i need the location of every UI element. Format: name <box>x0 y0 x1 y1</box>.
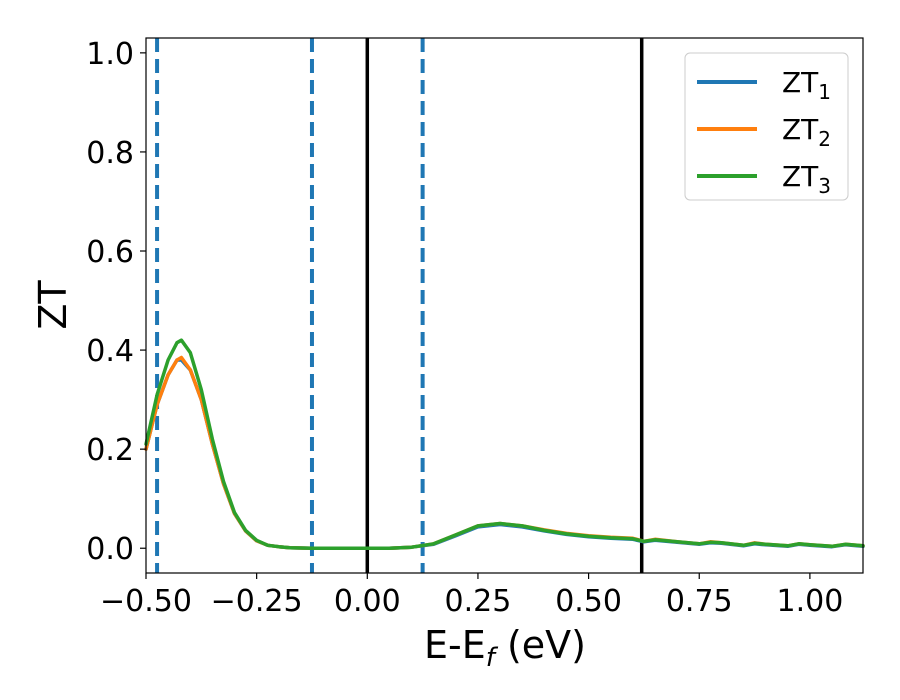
x-axis-label-main: E-E <box>424 623 486 667</box>
y-axis-label: ZT <box>31 280 75 330</box>
legend-box <box>684 52 849 201</box>
y-tick-label: 0.6 <box>86 235 134 270</box>
x-tick-label: 0.00 <box>334 584 401 619</box>
legend-label-zt2: ZT2 <box>782 113 831 151</box>
vertical-reference-lines <box>155 38 644 573</box>
series-line-zt3 <box>144 338 865 550</box>
x-tick-label: 0.50 <box>555 584 622 619</box>
x-tick-label: 1.00 <box>776 584 843 619</box>
legend: ZT1 ZT2 ZT3 <box>684 52 849 201</box>
x-tick-label: 0.75 <box>666 584 733 619</box>
x-tick-label: −0.25 <box>211 584 303 619</box>
y-axis-ticks: 0.0 0.2 0.4 0.6 0.8 1.0 <box>86 37 146 567</box>
x-axis-label-unit: (eV) <box>495 623 586 667</box>
series-line-zt1 <box>144 358 865 550</box>
y-tick-label: 0.8 <box>86 136 134 171</box>
y-tick-label: 0.2 <box>86 433 134 468</box>
plot-frame <box>145 37 864 574</box>
series-line-zt2 <box>144 355 865 550</box>
x-tick-label: 0.25 <box>445 584 512 619</box>
legend-label-zt1: ZT1 <box>782 66 831 104</box>
x-axis-ticks: −0.50 −0.25 0.00 0.25 0.50 0.75 1.00 <box>100 573 843 619</box>
legend-label-zt3: ZT3 <box>782 160 831 198</box>
y-tick-label: 0.0 <box>86 532 134 567</box>
x-axis-label: E-Ef (eV) <box>424 623 586 673</box>
y-tick-label: 0.4 <box>86 334 134 369</box>
y-tick-label: 1.0 <box>86 37 134 72</box>
series-lines <box>144 338 865 550</box>
x-tick-label: −0.50 <box>100 584 192 619</box>
